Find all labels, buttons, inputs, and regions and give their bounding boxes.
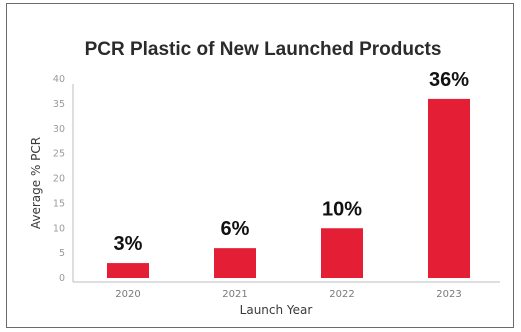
x-tick-label: 2022 xyxy=(329,289,354,300)
y-tick-label: 30 xyxy=(53,124,65,135)
chart-title: PCR Plastic of New Launched Products xyxy=(85,39,442,60)
bar-2021 xyxy=(214,248,256,278)
x-tick-label: 2023 xyxy=(436,289,461,300)
bar-2022 xyxy=(321,228,363,278)
data-label-2021: 6% xyxy=(221,218,250,240)
x-axis-title: Launch Year xyxy=(240,303,313,317)
bars xyxy=(107,98,470,279)
y-tick-label: 35 xyxy=(53,99,65,110)
bar-2023 xyxy=(428,98,470,279)
y-axis-title: Average % PCR xyxy=(29,137,43,229)
data-label-2022: 10% xyxy=(322,198,362,220)
x-tick-labels: 2020 2021 2022 2023 xyxy=(115,289,461,300)
y-tick-labels: 0 5 10 15 20 25 30 35 40 xyxy=(53,74,65,284)
y-tick-label: 5 xyxy=(59,248,65,259)
y-tick-label: 0 xyxy=(59,273,65,284)
data-labels: 3% 6% 10% 36% xyxy=(114,69,470,255)
y-tick-label: 10 xyxy=(53,223,65,234)
data-label-2020: 3% xyxy=(114,233,143,255)
y-tick-label: 25 xyxy=(53,149,65,160)
data-label-2023: 36% xyxy=(429,69,469,91)
y-tick-label: 40 xyxy=(53,74,65,85)
bar-2020 xyxy=(107,263,149,278)
x-tick-label: 2020 xyxy=(115,289,140,300)
y-tick-label: 20 xyxy=(53,174,65,185)
x-tick-label: 2021 xyxy=(222,289,247,300)
y-tick-label: 15 xyxy=(53,198,65,209)
